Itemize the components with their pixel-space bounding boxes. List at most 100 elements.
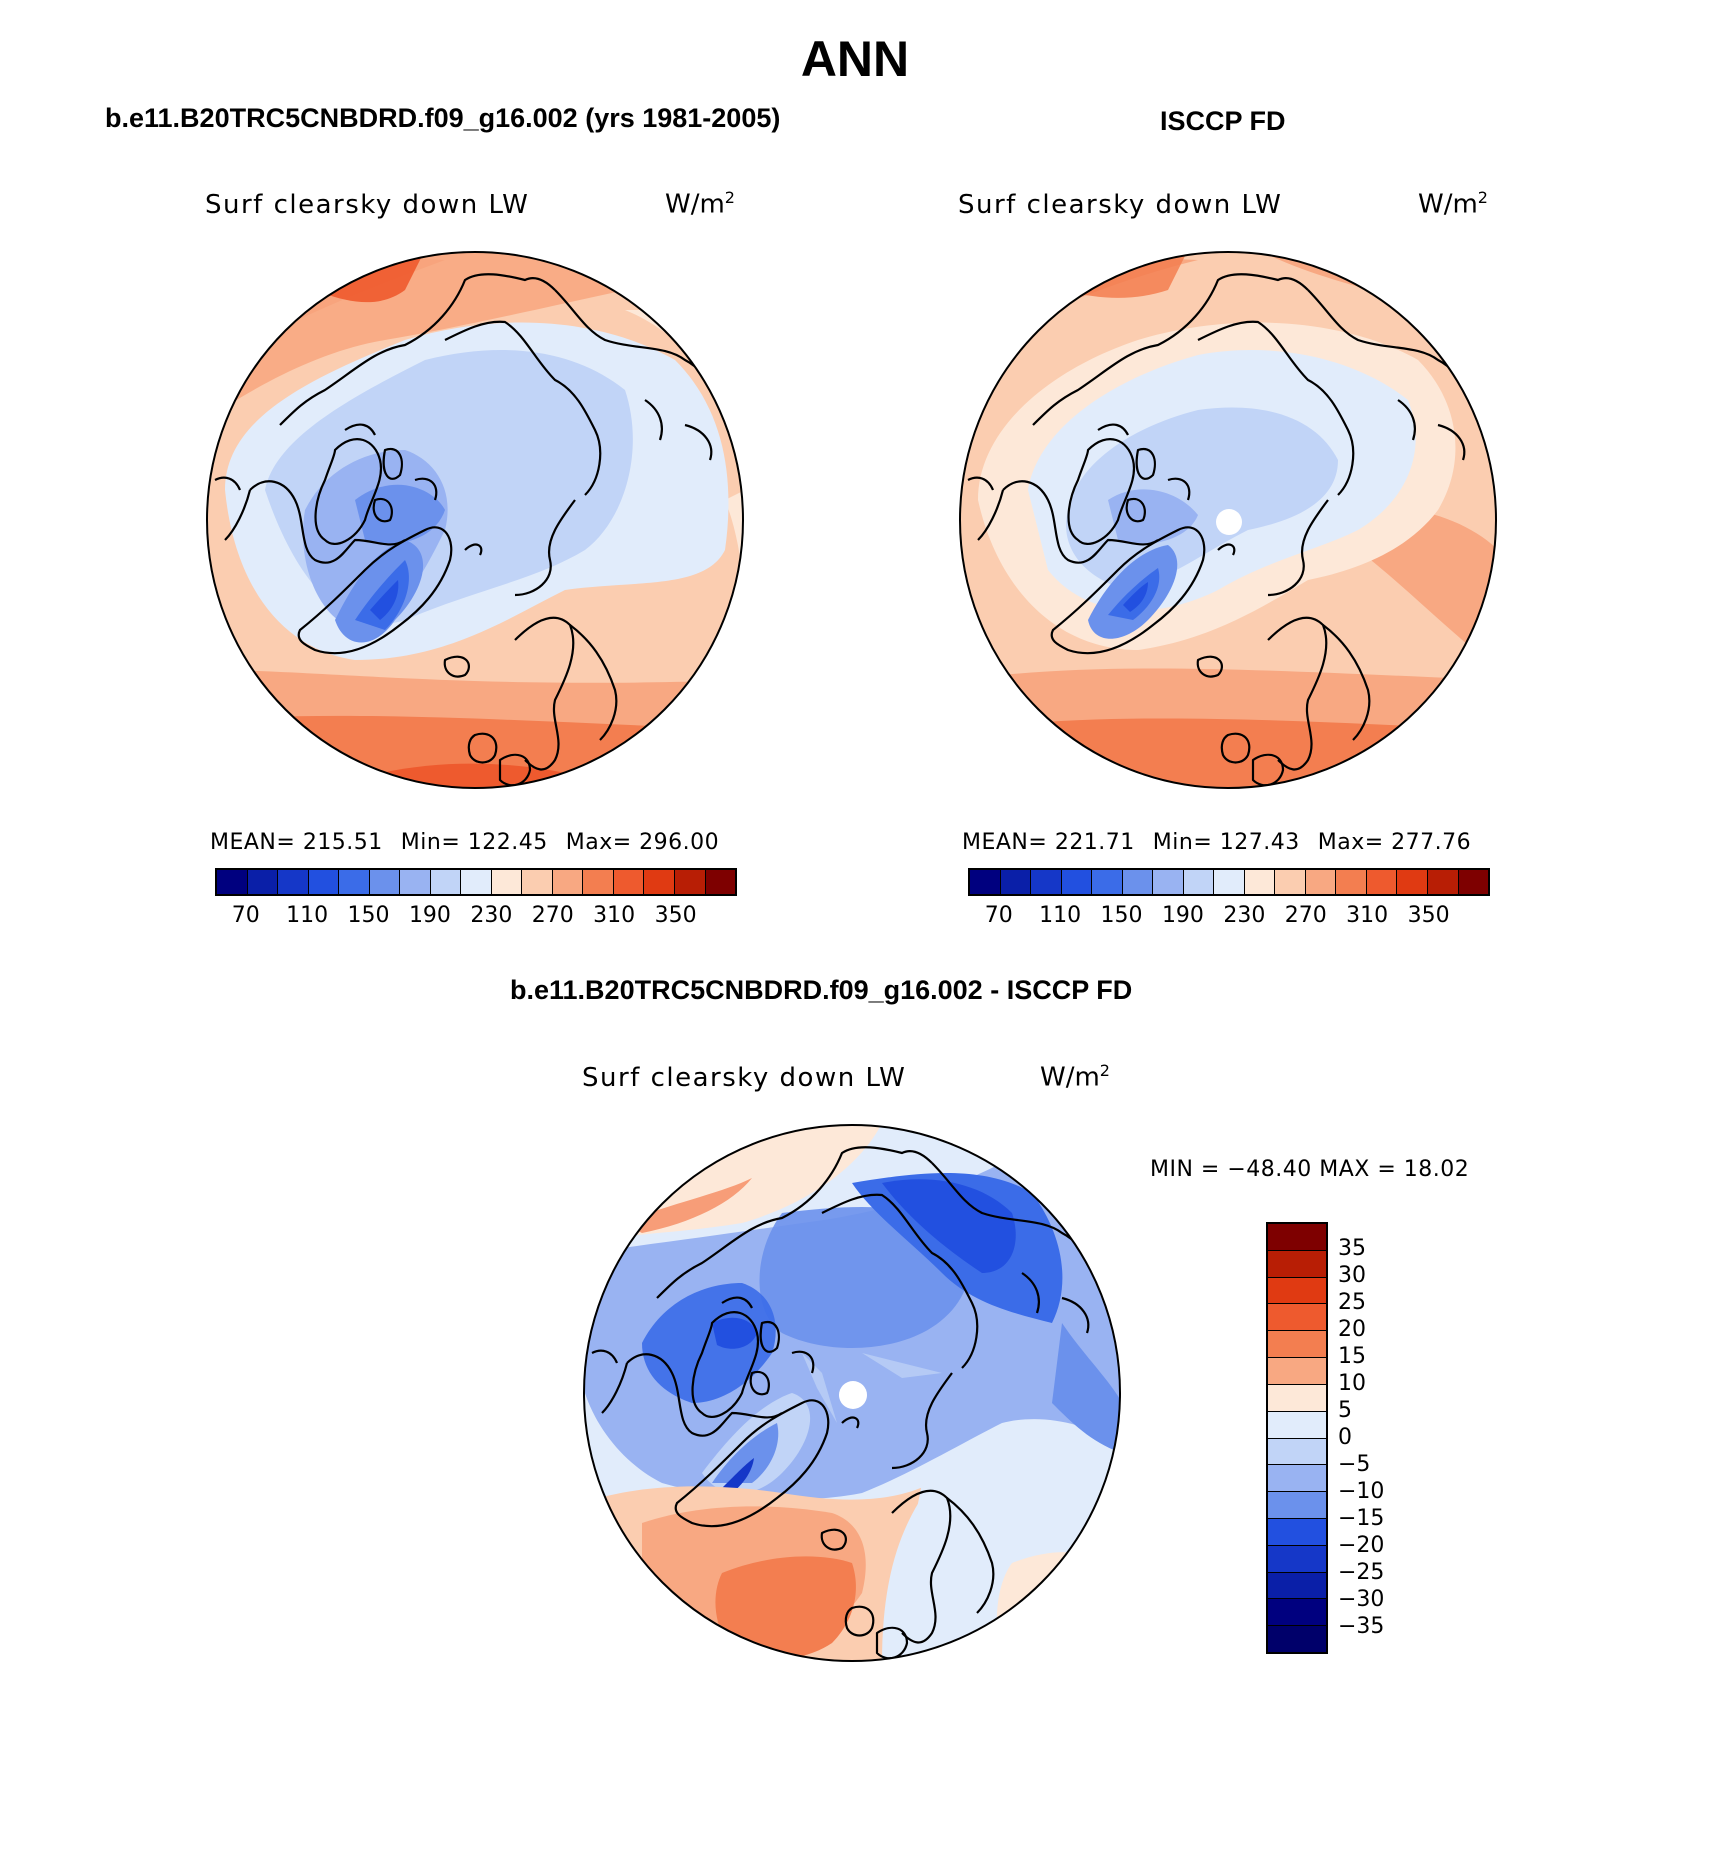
colorbar-cell	[1268, 1304, 1326, 1332]
colorbar-tick-label: 190	[1161, 903, 1204, 928]
colorbar-tick-label: 150	[347, 903, 390, 928]
colorbar-tick-label: 190	[408, 903, 451, 928]
obs-polar-map	[959, 251, 1497, 789]
colorbar-tick-label: 35	[1338, 1236, 1366, 1261]
obs-colorbar-ticks: 70 110 150 190 230 270 310 350	[968, 903, 1490, 931]
diff-minmax-label: MIN = −48.40 MAX = 18.02	[1150, 1157, 1470, 1182]
model-colorbar-ticks: 70 110 150 190 230 270 310 350	[215, 903, 737, 931]
colorbar-tick-label: 270	[531, 903, 574, 928]
colorbar-cell	[1268, 1465, 1326, 1493]
obs-stats-max: Max= 277.76	[1317, 830, 1472, 855]
colorbar-tick-label: −35	[1338, 1614, 1385, 1639]
diff-units-label: W/m2	[1040, 1061, 1110, 1093]
colorbar-cell	[247, 870, 279, 894]
colorbar-tick-label: 0	[1338, 1425, 1352, 1450]
model-colorbar	[215, 868, 737, 896]
colorbar-tick-label: 110	[1039, 903, 1082, 928]
obs-panel-title: ISCCP FD	[1160, 106, 1286, 136]
colorbar-tick-label: 110	[286, 903, 329, 928]
colorbar-tick-label: 350	[654, 903, 697, 928]
colorbar-cell	[613, 870, 645, 894]
obs-stats-min: Min= 127.43	[1152, 830, 1300, 855]
colorbar-cell	[1458, 870, 1489, 894]
colorbar-cell	[308, 870, 340, 894]
colorbar-cell	[705, 870, 736, 894]
colorbar-tick-label: 70	[231, 903, 260, 928]
colorbar-cell	[217, 870, 248, 894]
colorbar-tick-label: 30	[1338, 1263, 1366, 1288]
colorbar-cell	[644, 870, 675, 894]
colorbar-cell	[1268, 1599, 1326, 1627]
colorbar-cell	[1427, 870, 1459, 894]
colorbar-tick-label: −5	[1338, 1452, 1371, 1477]
colorbar-cell	[1268, 1277, 1326, 1305]
diff-panel-title: b.e11.B20TRC5CNBDRD.f09_g16.002 - ISCCP …	[510, 975, 1133, 1005]
model-units-label: W/m2	[665, 188, 735, 220]
colorbar-cell	[1268, 1518, 1326, 1546]
model-variable-label: Surf clearsky down LW	[205, 190, 530, 220]
colorbar-cell	[1268, 1358, 1326, 1385]
colorbar-cell	[461, 870, 492, 894]
colorbar-cell	[522, 870, 553, 894]
colorbar-cell	[970, 870, 1001, 894]
colorbar-cell	[369, 870, 401, 894]
colorbar-tick-label: 20	[1338, 1317, 1366, 1342]
colorbar-cell	[1214, 870, 1245, 894]
model-stats-max: Max= 296.00	[565, 830, 720, 855]
colorbar-tick-label: 5	[1338, 1398, 1352, 1423]
colorbar-cell	[1122, 870, 1154, 894]
colorbar-cell	[1397, 870, 1428, 894]
colorbar-cell	[1268, 1545, 1326, 1573]
colorbar-cell	[1268, 1492, 1326, 1519]
page-title: ANN	[800, 31, 910, 87]
colorbar-cell	[278, 870, 309, 894]
colorbar-tick-label: −10	[1338, 1479, 1385, 1504]
colorbar-cell	[1275, 870, 1306, 894]
colorbar-cell	[1268, 1250, 1326, 1278]
colorbar-tick-label: 150	[1100, 903, 1143, 928]
colorbar-cell	[400, 870, 431, 894]
colorbar-tick-label: −20	[1338, 1533, 1385, 1558]
colorbar-cell	[1000, 870, 1032, 894]
colorbar-cell	[583, 870, 614, 894]
colorbar-cell	[430, 870, 462, 894]
colorbar-cell	[1268, 1224, 1326, 1251]
colorbar-tick-label: 310	[1346, 903, 1389, 928]
colorbar-tick-label: 310	[593, 903, 636, 928]
colorbar-cell	[674, 870, 706, 894]
colorbar-cell	[491, 870, 523, 894]
obs-stats-mean: MEAN= 221.71	[962, 830, 1135, 855]
colorbar-cell	[1244, 870, 1276, 894]
colorbar-cell	[1031, 870, 1062, 894]
colorbar-cell	[1268, 1572, 1326, 1600]
obs-variable-label: Surf clearsky down LW	[958, 190, 1283, 220]
diff-colorbar-ticks: 35 30 25 20 15 10 5 0 −5 −10 −15 −20 −25 −30 −35	[1338, 1222, 1418, 1654]
colorbar-cell	[1336, 870, 1367, 894]
colorbar-tick-label: 15	[1338, 1344, 1366, 1369]
colorbar-cell	[1268, 1411, 1326, 1439]
obs-units-label: W/m2	[1418, 188, 1488, 220]
colorbar-tick-label: −25	[1338, 1560, 1385, 1585]
colorbar-tick-label: 350	[1407, 903, 1450, 928]
model-stats-mean: MEAN= 215.51	[210, 830, 383, 855]
colorbar-tick-label: 230	[470, 903, 513, 928]
colorbar-tick-label: 70	[984, 903, 1013, 928]
obs-colorbar	[968, 868, 1490, 896]
colorbar-tick-label: 25	[1338, 1290, 1366, 1315]
colorbar-tick-label: −15	[1338, 1506, 1385, 1531]
colorbar-cell	[1268, 1438, 1326, 1466]
colorbar-cell	[1183, 870, 1215, 894]
colorbar-cell	[1305, 870, 1337, 894]
colorbar-tick-label: 10	[1338, 1371, 1366, 1396]
colorbar-cell	[552, 870, 584, 894]
colorbar-cell	[1092, 870, 1123, 894]
model-stats-min: Min= 122.45	[400, 830, 548, 855]
colorbar-tick-label: 230	[1223, 903, 1266, 928]
colorbar-cell	[1268, 1626, 1326, 1652]
colorbar-cell	[1366, 870, 1398, 894]
model-panel-title: b.e11.B20TRC5CNBDRD.f09_g16.002 (yrs 198…	[105, 103, 781, 133]
model-polar-map	[206, 251, 744, 789]
diff-colorbar	[1266, 1222, 1328, 1654]
diff-variable-label: Surf clearsky down LW	[582, 1063, 907, 1093]
diff-polar-map	[583, 1124, 1121, 1662]
